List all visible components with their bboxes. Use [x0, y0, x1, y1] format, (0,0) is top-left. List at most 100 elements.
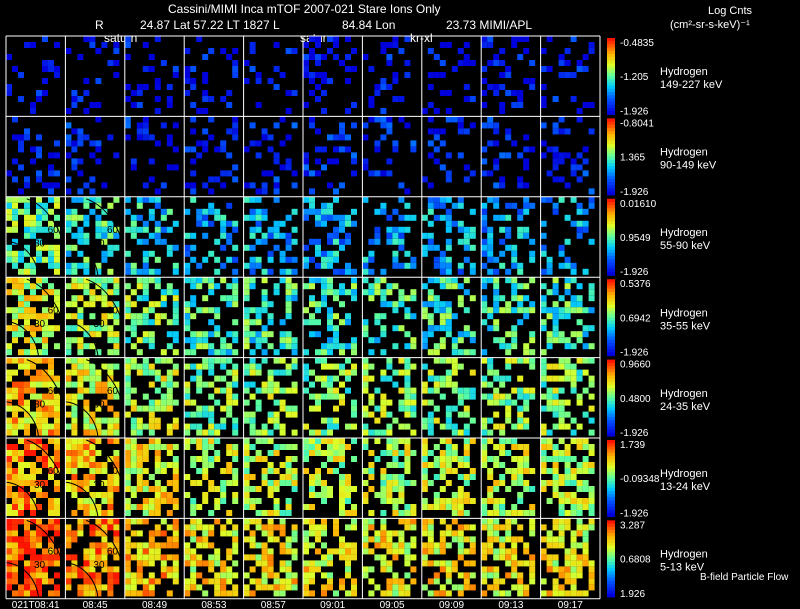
colorbar-seg-r6-s10	[607, 552, 615, 556]
heatmap-cell-r0-c9	[540, 36, 595, 114]
colorbar-seg-r0-s11	[607, 73, 615, 77]
row-species-5: Hydrogen	[660, 468, 708, 480]
colorbar-seg-r5-s20	[607, 503, 615, 508]
row-species-1: Hydrogen	[660, 147, 708, 159]
sub-label-skr: skr-xl	[404, 31, 433, 45]
row-species-2: Hydrogen	[660, 227, 708, 239]
colorbar-seg-r1-s2	[607, 124, 615, 129]
colorbar-seg-r1-s22	[607, 188, 615, 193]
colorbar-seg-r1-s9	[607, 147, 615, 151]
colorbar-seg-r4-s19	[607, 420, 615, 424]
heatmap-cell-r3-c9	[540, 277, 595, 356]
pitch-arc-30-r6-c0	[5, 562, 40, 599]
colorbar-seg-r0-s15	[607, 85, 615, 90]
colorbar-seg-r5-s0	[607, 440, 615, 444]
colorbar-seg-r3-s16	[607, 330, 615, 334]
heatmap-cell-r6-c4	[243, 518, 298, 597]
pitch-arc-30-r2-c0	[5, 240, 40, 278]
colorbar-seg-r0-s10	[607, 69, 615, 74]
heatmap-cell-r2-c8	[481, 196, 536, 275]
colorbar-seg-r2-s2	[607, 205, 615, 209]
colorbar-seg-r2-s18	[607, 256, 615, 260]
colorbar-min-r5: -1.926	[620, 508, 649, 519]
x-tick-label-1: 08:45	[83, 600, 108, 609]
heatmap-cell-r4-c6	[362, 357, 417, 436]
pitch-label-60-r4-c0: 60	[48, 386, 60, 397]
colorbar-max-r1: -0.8041	[620, 118, 654, 129]
colorbar-seg-r6-s15	[607, 568, 615, 572]
x-tick-label-9: 09:17	[558, 600, 583, 609]
colorbar-seg-r4-s0	[607, 359, 615, 364]
heatmap-cell-r4-c2	[124, 357, 179, 436]
row-energy-5: 13-24 keV	[660, 481, 711, 493]
x-tick-label-6: 09:05	[380, 600, 405, 609]
colorbar-seg-r5-s1	[607, 443, 615, 447]
colorbar-seg-r3-s4	[607, 291, 615, 296]
row-species-4: Hydrogen	[660, 388, 708, 400]
colorbar-seg-r6-s13	[607, 561, 615, 566]
colorbar-max-r0: -0.4835	[620, 38, 654, 49]
heatmap-cell-r4-c3	[184, 357, 239, 436]
pitch-label-60-r4-c1: 60	[107, 386, 119, 397]
pitch-arc-30-r2-c1	[65, 240, 99, 278]
heatmap-cell-r2-c3	[184, 196, 239, 275]
colorbar-seg-r4-s17	[607, 413, 615, 418]
header-lat-info: 24.87 Lat 57.22 LT 1827 L	[140, 18, 280, 32]
colorbar-max-r6: 3.287	[620, 520, 645, 531]
colorbar-seg-r4-s3	[607, 369, 615, 373]
colorbar-seg-r3-s20	[607, 342, 615, 347]
colorbar-seg-r1-s17	[607, 172, 615, 177]
colorbar-seg-r3-s15	[607, 327, 615, 331]
colorbar-seg-r0-s4	[607, 50, 615, 55]
colorbar-min-r2: -1.926	[620, 267, 649, 278]
colorbar-seg-r3-s18	[607, 336, 615, 341]
colorbar-seg-r3-s23	[607, 352, 615, 357]
colorbar-mid-r0: -1.205	[620, 72, 649, 83]
colorbar-max-r4: 0.9660	[620, 360, 651, 371]
heatmap-cell-r5-c3	[184, 438, 239, 516]
colorbar-min-r3: -1.926	[620, 348, 649, 359]
colorbar-seg-r2-s9	[607, 227, 615, 232]
colorbar-seg-r4-s2	[607, 366, 615, 370]
heatmap-cell-r4-c1	[65, 357, 120, 436]
colorbar-seg-r2-s12	[607, 237, 615, 241]
colorbar-seg-r6-s2	[607, 526, 615, 531]
pitch-arc-60-r3-c1	[86, 278, 126, 334]
heatmap-cell-r6-c6	[362, 518, 417, 597]
heatmap-cell-r4-c4	[243, 357, 298, 436]
colorbar-seg-r5-s6	[607, 459, 615, 463]
heatmap-cell-r6-c5	[303, 518, 357, 597]
colorbar-seg-r4-s6	[607, 378, 615, 383]
colorbar-seg-r2-s11	[607, 233, 615, 238]
colorbar-seg-r3-s0	[607, 279, 615, 283]
colorbar-seg-r0-s6	[607, 57, 615, 61]
heatmap-cell-r0-c7	[421, 42, 476, 114]
colorbar-seg-r5-s3	[607, 449, 615, 454]
colorbar-seg-r0-s9	[607, 66, 615, 71]
pitch-label-30-r2-c0: 30	[34, 239, 46, 250]
colorbar-seg-r2-s15	[607, 246, 615, 251]
colorbar-seg-r3-s3	[607, 288, 615, 293]
colorbar-min-r0: -1.926	[620, 106, 649, 117]
colorbar-seg-r5-s8	[607, 465, 615, 470]
colorbar-seg-r0-s8	[607, 63, 615, 68]
colorbar-seg-r1-s16	[607, 169, 615, 174]
colorbar-seg-r0-s22	[607, 108, 615, 112]
heatmap-cell-r6-c8	[481, 518, 536, 597]
colorbar-seg-r0-s1	[607, 41, 615, 45]
heatmap-cell-r4-c8	[481, 357, 536, 436]
colorbar-seg-r6-s4	[607, 533, 615, 537]
colorbar-seg-r1-s3	[607, 128, 615, 132]
heatmap-cell-r1-c9	[540, 116, 595, 195]
pitch-label-60-r3-c1: 60	[107, 305, 119, 316]
row-energy-4: 24-35 keV	[660, 401, 711, 413]
heatmap-cell-r5-c2	[124, 438, 179, 516]
heatmap-cell-r0-c1	[65, 36, 120, 114]
heatmap-cell-r3-c8	[481, 277, 536, 356]
colorbar-seg-r1-s18	[607, 175, 615, 180]
heatmap-cell-r2-c4	[243, 196, 298, 275]
colorbar-seg-r2-s19	[607, 259, 615, 264]
colorbar-seg-r1-s4	[607, 131, 615, 135]
heatmap-cell-r6-c0	[6, 518, 60, 597]
colorbar-seg-r6-s0	[607, 520, 615, 525]
